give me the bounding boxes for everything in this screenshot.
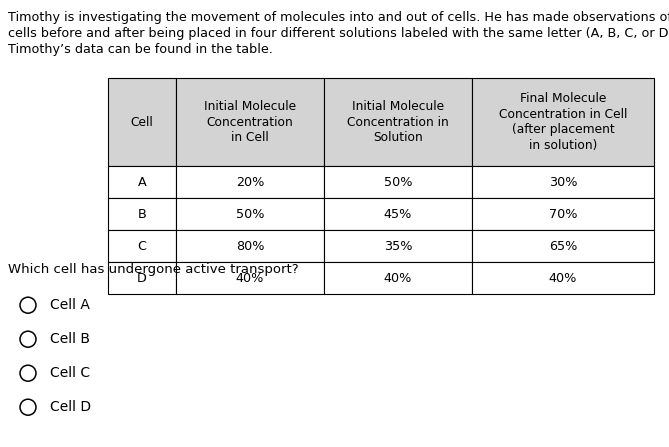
Bar [176, 78, 324, 166]
Text: B: B [138, 207, 147, 220]
Bar [324, 198, 472, 230]
Bar [324, 262, 472, 294]
Text: 45%: 45% [384, 207, 412, 220]
Bar [472, 78, 654, 166]
Bar [108, 230, 176, 262]
Bar [472, 262, 654, 294]
Text: 50%: 50% [235, 207, 264, 220]
Bar [176, 166, 324, 198]
Text: 35%: 35% [384, 240, 412, 253]
Bar [176, 198, 324, 230]
Text: C: C [138, 240, 147, 253]
Bar [472, 198, 654, 230]
Text: Cell A: Cell A [50, 298, 90, 312]
Text: 40%: 40% [384, 271, 412, 284]
Text: Which cell has undergone active transport?: Which cell has undergone active transpor… [8, 263, 298, 277]
Text: 20%: 20% [235, 176, 264, 189]
Text: 70%: 70% [549, 207, 577, 220]
Text: 30%: 30% [549, 176, 577, 189]
Text: A: A [138, 176, 147, 189]
Text: Timothy is investigating the movement of molecules into and out of cells. He has: Timothy is investigating the movement of… [8, 12, 669, 25]
Text: 50%: 50% [384, 176, 412, 189]
Bar [324, 230, 472, 262]
Bar [108, 262, 176, 294]
Bar [108, 78, 176, 166]
Text: Initial Molecule
Concentration
in Cell: Initial Molecule Concentration in Cell [204, 100, 296, 144]
Bar [108, 166, 176, 198]
Text: Timothy’s data can be found in the table.: Timothy’s data can be found in the table… [8, 43, 273, 56]
Text: Final Molecule
Concentration in Cell
(after placement
in solution): Final Molecule Concentration in Cell (af… [499, 92, 628, 152]
Bar [108, 198, 176, 230]
Text: cells before and after being placed in four different solutions labeled with the: cells before and after being placed in f… [8, 28, 669, 41]
Text: Cell D: Cell D [50, 400, 91, 414]
Text: Cell B: Cell B [50, 332, 90, 346]
Text: 40%: 40% [235, 271, 264, 284]
Text: Initial Molecule
Concentration in
Solution: Initial Molecule Concentration in Soluti… [347, 100, 449, 144]
Bar [324, 78, 472, 166]
Text: 65%: 65% [549, 240, 577, 253]
Bar [472, 166, 654, 198]
Text: 40%: 40% [549, 271, 577, 284]
Bar [176, 230, 324, 262]
Bar [324, 166, 472, 198]
Bar [472, 230, 654, 262]
Text: Cell: Cell [130, 115, 153, 128]
Text: Cell C: Cell C [50, 366, 90, 380]
Text: 80%: 80% [235, 240, 264, 253]
Text: D: D [137, 271, 147, 284]
Bar [176, 262, 324, 294]
